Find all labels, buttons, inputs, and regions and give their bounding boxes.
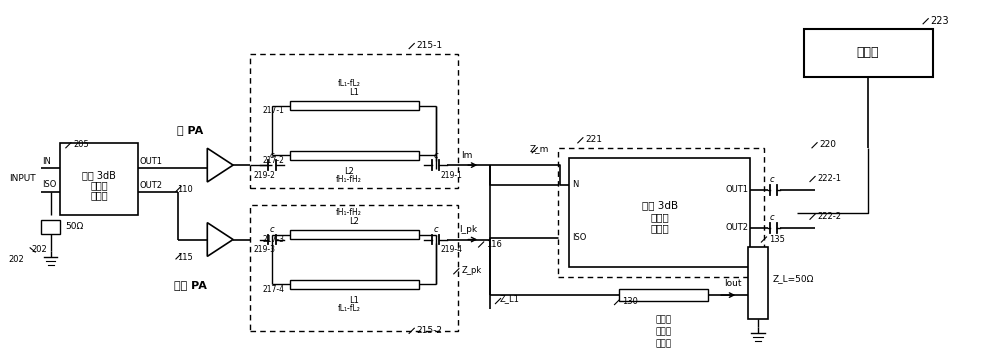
Text: 峰值 PA: 峰值 PA	[174, 280, 207, 290]
Text: Iout: Iout	[724, 279, 742, 288]
Text: ISO: ISO	[43, 180, 57, 190]
Text: c: c	[269, 225, 274, 234]
Text: 215-2: 215-2	[417, 326, 443, 335]
Text: 115: 115	[178, 253, 193, 262]
Text: 220: 220	[819, 140, 836, 149]
Bar	[569, 158, 750, 267]
Text: OUT1: OUT1	[725, 185, 748, 195]
Text: 217-4: 217-4	[263, 285, 285, 293]
Text: I_pk: I_pk	[459, 225, 477, 234]
Text: Z_L1: Z_L1	[500, 295, 520, 303]
Text: 四分之: 四分之	[656, 315, 672, 325]
Text: 205: 205	[73, 140, 89, 149]
Text: L2: L2	[349, 217, 359, 226]
Text: fH₁-fH₂: fH₁-fH₂	[336, 176, 362, 185]
Text: Im: Im	[462, 151, 473, 160]
Text: 217-1: 217-1	[263, 106, 285, 115]
Bar	[290, 230, 419, 239]
Text: c: c	[433, 151, 438, 160]
Text: c: c	[770, 176, 774, 185]
Text: 宽带 3dB: 宽带 3dB	[82, 170, 116, 180]
Text: 控制器: 控制器	[857, 46, 879, 60]
Bar	[619, 289, 708, 301]
Text: fL₁-fL₂: fL₁-fL₂	[338, 79, 361, 88]
Text: 219-3: 219-3	[254, 245, 276, 254]
Text: ISO: ISO	[572, 233, 587, 242]
Text: 混合式: 混合式	[650, 212, 669, 222]
Bar	[60, 143, 138, 215]
Bar	[558, 148, 764, 277]
Text: 217-3: 217-3	[263, 235, 285, 244]
Text: OUT2: OUT2	[140, 181, 163, 190]
Bar	[250, 54, 458, 188]
Text: 202: 202	[8, 255, 24, 264]
Text: Z_pk: Z_pk	[461, 266, 482, 275]
Text: 215-1: 215-1	[417, 41, 443, 50]
Text: Z_m: Z_m	[530, 144, 549, 153]
Text: fL₁-fL₂: fL₁-fL₂	[338, 305, 361, 313]
Text: c: c	[433, 225, 438, 234]
Text: 混合式: 混合式	[90, 180, 108, 190]
Text: 219-4: 219-4	[440, 245, 462, 254]
Text: 223: 223	[931, 16, 949, 26]
Text: 宽带 3dB: 宽带 3dB	[642, 200, 678, 210]
Text: OUT2: OUT2	[725, 223, 748, 232]
Text: 116: 116	[486, 240, 502, 248]
Text: 50Ω: 50Ω	[65, 222, 84, 231]
Bar	[290, 280, 419, 289]
Text: 202: 202	[32, 246, 47, 255]
Text: L1: L1	[349, 88, 359, 97]
Text: c: c	[269, 151, 274, 160]
Text: 变换器: 变换器	[656, 339, 672, 348]
Text: 130: 130	[622, 297, 638, 306]
Text: 222-1: 222-1	[818, 174, 842, 183]
Text: IN: IN	[43, 157, 51, 166]
Text: 110: 110	[178, 185, 193, 195]
Text: 219-2: 219-2	[254, 171, 276, 180]
Text: INPUT: INPUT	[9, 174, 35, 182]
Text: L1: L1	[349, 296, 359, 305]
Bar	[250, 205, 458, 331]
Bar	[804, 29, 933, 77]
Bar	[41, 220, 60, 233]
Bar	[290, 101, 419, 110]
Text: N: N	[572, 180, 579, 190]
Text: L2: L2	[344, 167, 354, 176]
Text: c: c	[770, 213, 774, 222]
Text: 耦合器: 耦合器	[650, 223, 669, 233]
Text: 耦合器: 耦合器	[90, 190, 108, 200]
Text: fH₁-fH₂: fH₁-fH₂	[336, 208, 362, 217]
Text: 219-1: 219-1	[440, 171, 462, 180]
Text: 一波长: 一波长	[656, 327, 672, 336]
Text: 主 PA: 主 PA	[177, 125, 204, 135]
Text: 217-2: 217-2	[263, 156, 285, 165]
Text: 222-2: 222-2	[818, 212, 842, 221]
Text: 135: 135	[769, 235, 785, 243]
Bar	[290, 151, 419, 160]
Text: Z_L=50Ω: Z_L=50Ω	[773, 274, 814, 283]
Text: 221: 221	[585, 135, 602, 144]
Text: OUT1: OUT1	[140, 157, 163, 166]
Bar	[748, 247, 768, 319]
